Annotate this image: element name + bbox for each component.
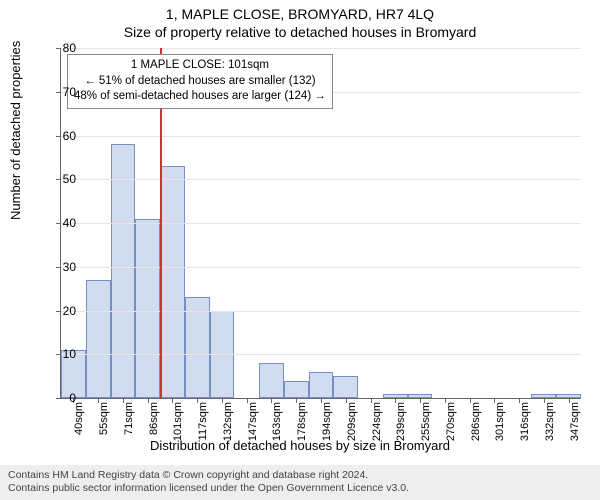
ytick-label: 50 <box>46 172 76 186</box>
address-title: 1, MAPLE CLOSE, BROMYARD, HR7 4LQ <box>0 0 600 22</box>
plot-area: 1 MAPLE CLOSE: 101sqm ← 51% of detached … <box>60 48 581 399</box>
x-axis-label: Distribution of detached houses by size … <box>0 438 600 453</box>
y-axis-label: Number of detached properties <box>8 41 23 220</box>
callout-box: 1 MAPLE CLOSE: 101sqm ← 51% of detached … <box>67 54 333 109</box>
histogram-bar <box>259 363 284 398</box>
histogram-bar <box>135 219 160 398</box>
histogram-bar <box>86 280 111 398</box>
ytick-label: 60 <box>46 129 76 143</box>
histogram-bar <box>185 297 210 398</box>
ytick-label: 30 <box>46 260 76 274</box>
chart-container: 1, MAPLE CLOSE, BROMYARD, HR7 4LQ Size o… <box>0 0 600 500</box>
ytick-label: 10 <box>46 347 76 361</box>
chart-subtitle: Size of property relative to detached ho… <box>0 22 600 40</box>
ytick-label: 0 <box>46 391 76 405</box>
footer: Contains HM Land Registry data © Crown c… <box>0 465 600 500</box>
histogram-bar <box>160 166 185 398</box>
histogram-bar <box>309 372 334 398</box>
ytick-label: 40 <box>46 216 76 230</box>
histogram-bar <box>333 376 358 398</box>
callout-line2: ← 51% of detached houses are smaller (13… <box>74 74 326 90</box>
callout-line3: 48% of semi-detached houses are larger (… <box>74 89 326 105</box>
histogram-bar <box>284 381 309 399</box>
ytick-label: 20 <box>46 304 76 318</box>
histogram-bar <box>111 144 136 398</box>
callout-line1: 1 MAPLE CLOSE: 101sqm <box>74 58 326 74</box>
ytick-label: 70 <box>46 85 76 99</box>
ytick-label: 80 <box>46 41 76 55</box>
footer-line1: Contains HM Land Registry data © Crown c… <box>8 469 592 483</box>
footer-line2: Contains public sector information licen… <box>8 482 592 496</box>
